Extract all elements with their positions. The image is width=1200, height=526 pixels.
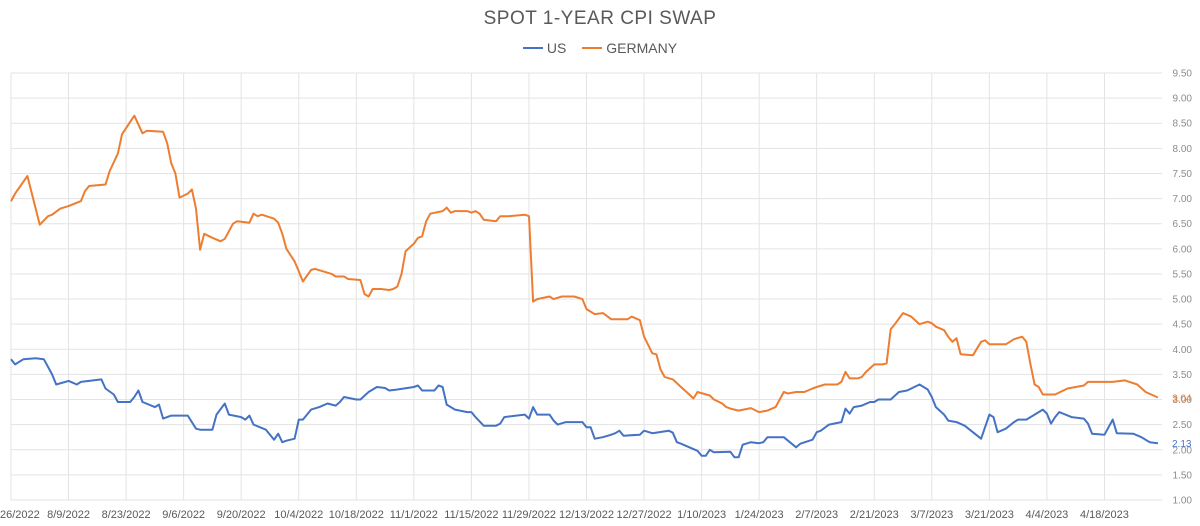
x-tick-label: 26/2022 — [0, 509, 40, 521]
x-tick-label: 3/7/2023 — [910, 509, 953, 521]
end-label-germany: 3.04 — [1172, 394, 1192, 405]
x-tick-label: 9/20/2022 — [217, 509, 266, 521]
legend: US GERMANY — [0, 40, 1200, 56]
legend-label-germany: GERMANY — [606, 40, 678, 56]
y-tick-label: 9.50 — [1173, 69, 1193, 80]
series-lines — [10, 114, 1159, 459]
y-tick-label: 4.00 — [1173, 345, 1193, 356]
x-tick-label: 8/23/2022 — [102, 509, 151, 521]
y-tick-label: 8.00 — [1173, 144, 1193, 155]
x-tick-label: 12/13/2022 — [559, 509, 614, 521]
x-tick-label: 11/1/2022 — [390, 509, 438, 521]
y-tick-label: 2.50 — [1173, 420, 1193, 431]
x-tick-label: 10/18/2022 — [329, 509, 384, 521]
y-tick-label: 6.00 — [1173, 244, 1193, 255]
gridlines — [10, 72, 1162, 501]
y-tick-label: 5.50 — [1173, 269, 1193, 280]
x-tick-label: 8/9/2022 — [47, 509, 90, 521]
series-line-us — [10, 357, 1159, 459]
x-tick-label: 2/21/2023 — [850, 509, 899, 521]
chart-title: SPOT 1-YEAR CPI SWAP — [483, 8, 717, 29]
end-label-us: 2.13 — [1172, 439, 1192, 450]
y-tick-label: 8.50 — [1173, 119, 1193, 130]
legend-entry-us: US — [522, 40, 567, 56]
x-tick-label: 3/21/2023 — [965, 509, 1014, 521]
end-labels: 2.13 3.04 — [1172, 394, 1192, 451]
y-tick-label: 1.00 — [1173, 496, 1193, 507]
legend-swatch-us — [522, 47, 543, 50]
y-tick-label: 7.00 — [1173, 194, 1193, 205]
x-tick-label: 9/6/2022 — [162, 509, 205, 521]
y-tick-label: 4.50 — [1173, 320, 1193, 331]
y-tick-label: 2.00 — [1173, 445, 1193, 456]
series-line-germany — [10, 114, 1159, 414]
y-axis: 1.00 1.50 2.00 2.50 3.00 3.50 4.00 4.50 5.00 5.50… — [1173, 69, 1193, 507]
y-tick-label: 6.50 — [1173, 219, 1193, 230]
legend-label-us: US — [546, 40, 567, 56]
y-tick-label: 1.50 — [1173, 470, 1193, 481]
y-tick-label: 3.00 — [1173, 395, 1193, 406]
x-tick-label: 2/7/2023 — [795, 509, 838, 521]
legend-swatch-germany — [582, 47, 603, 50]
y-tick-label: 9.00 — [1173, 94, 1193, 105]
y-tick-label: 7.50 — [1173, 169, 1193, 180]
y-tick-label: 5.00 — [1173, 295, 1193, 306]
x-tick-label: 12/27/2022 — [617, 509, 672, 521]
x-tick-label: 10/4/2022 — [274, 509, 323, 521]
y-tick-label: 3.50 — [1173, 370, 1193, 381]
x-tick-label: 4/4/2023 — [1025, 509, 1068, 521]
x-tick-label: 4/18/2023 — [1080, 509, 1129, 521]
x-tick-label: 11/29/2022 — [502, 509, 556, 521]
x-tick-label: 1/24/2023 — [735, 509, 784, 521]
x-tick-label: 1/10/2023 — [677, 509, 726, 521]
x-axis: 26/2022 8/9/2022 8/23/2022 9/6/2022 9/20/202… — [0, 509, 1129, 521]
x-tick-label: 11/15/2022 — [444, 509, 498, 521]
legend-entry-germany: GERMANY — [582, 40, 677, 56]
